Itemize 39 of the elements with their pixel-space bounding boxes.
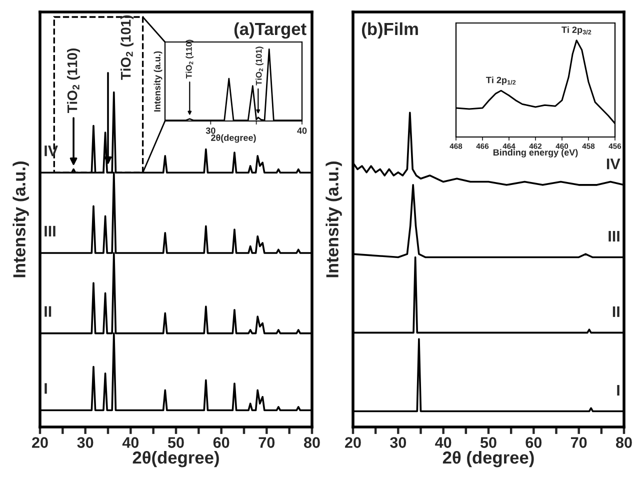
x-tick-label: 50: [480, 437, 496, 448]
series-label: III: [608, 230, 620, 242]
chart-title: (a)Target: [234, 22, 306, 39]
y-axis-title: Intensity (a.u.): [12, 162, 29, 278]
y-axis-title: Intensity (a.u.): [326, 162, 342, 278]
x-axis-title: 2θ (degree): [442, 450, 534, 468]
series-label: II: [44, 306, 52, 317]
series-label: I: [617, 385, 620, 396]
x-tick-label: 50: [168, 437, 184, 448]
x-tick-label: 80: [304, 437, 320, 448]
x-tick-label: 60: [213, 437, 230, 448]
x-tick-label: 70: [570, 437, 587, 448]
annotation: TiO$_{2}$ (110): [186, 40, 194, 78]
x-tick-label: 40: [435, 437, 452, 448]
series-label: III: [44, 226, 56, 236]
annotation: Ti 2p$_{3/2}$: [562, 26, 592, 35]
annotation: TiO$_{2}$ (101): [256, 46, 264, 86]
x-axis-title: 2θ(degree): [211, 134, 256, 143]
text: TiO$_{2}$ (101): [120, 15, 134, 80]
chart-title: (b)Film: [362, 22, 418, 39]
x-tick-label: 40: [297, 127, 307, 134]
y-axis-title: Intensity (a.u.): [154, 51, 162, 112]
x-tick-label: 40: [122, 437, 139, 448]
series-label: I: [44, 383, 47, 394]
x-tick-label: 20: [32, 437, 48, 448]
x-axis-title: Binding energy (eV): [493, 148, 578, 158]
annotation: Ti 2p$_{1/2}$: [486, 76, 516, 85]
x-tick-label: 30: [77, 437, 94, 448]
x-tick-label: 30: [206, 127, 216, 134]
x-axis-title: 2θ(degree): [132, 450, 219, 468]
x-tick-label: 80: [616, 437, 632, 448]
x-tick-label: 30: [390, 437, 406, 448]
annotation: TiO$_{2}$ (110): [67, 48, 80, 114]
x-tick-label: 20: [345, 437, 361, 448]
legend-label: IV: [44, 146, 58, 156]
series-label: II: [612, 306, 620, 317]
series-label: IV: [606, 158, 620, 170]
x-tick-label: 70: [258, 437, 275, 448]
x-tick-label: 60: [526, 437, 542, 448]
